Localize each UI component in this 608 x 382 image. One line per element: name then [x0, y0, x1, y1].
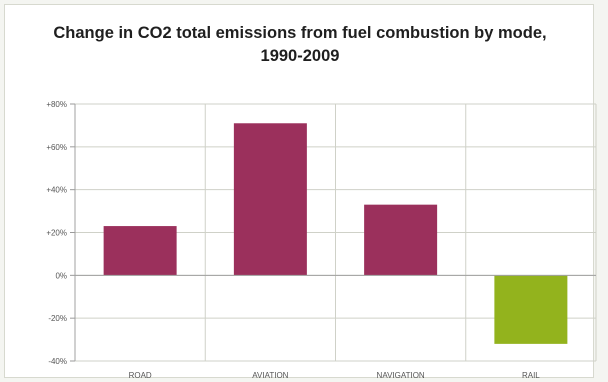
- x-tick-label: AVIATION: [252, 371, 288, 380]
- y-tick-label: +20%: [46, 229, 67, 238]
- bar: [494, 275, 568, 344]
- y-tick-label: 0%: [55, 271, 67, 280]
- y-tick-label: -20%: [48, 314, 67, 323]
- axis-layer: +80% +60% +40% +20% 0% -20% -40% ROAD AVIATION NA…: [46, 100, 596, 380]
- bar-layer: [103, 123, 568, 344]
- bar: [103, 226, 177, 276]
- y-tick-label: -40%: [48, 357, 67, 366]
- x-tick-label: RAIL: [522, 371, 540, 380]
- x-tick-label: ROAD: [129, 371, 152, 380]
- y-tick-label: +40%: [46, 186, 67, 195]
- y-tick-label: +80%: [46, 100, 67, 109]
- chart-title: Change in CO2 total emissions from fuel …: [0, 22, 600, 68]
- bar: [233, 123, 307, 276]
- chart-title-line-1: Change in CO2 total emissions from fuel …: [53, 24, 547, 42]
- y-tick-label: +60%: [46, 143, 67, 152]
- x-tick-label: NAVIGATION: [377, 371, 425, 380]
- bar: [364, 204, 438, 276]
- chart-title-line-2: 1990-2009: [260, 47, 340, 65]
